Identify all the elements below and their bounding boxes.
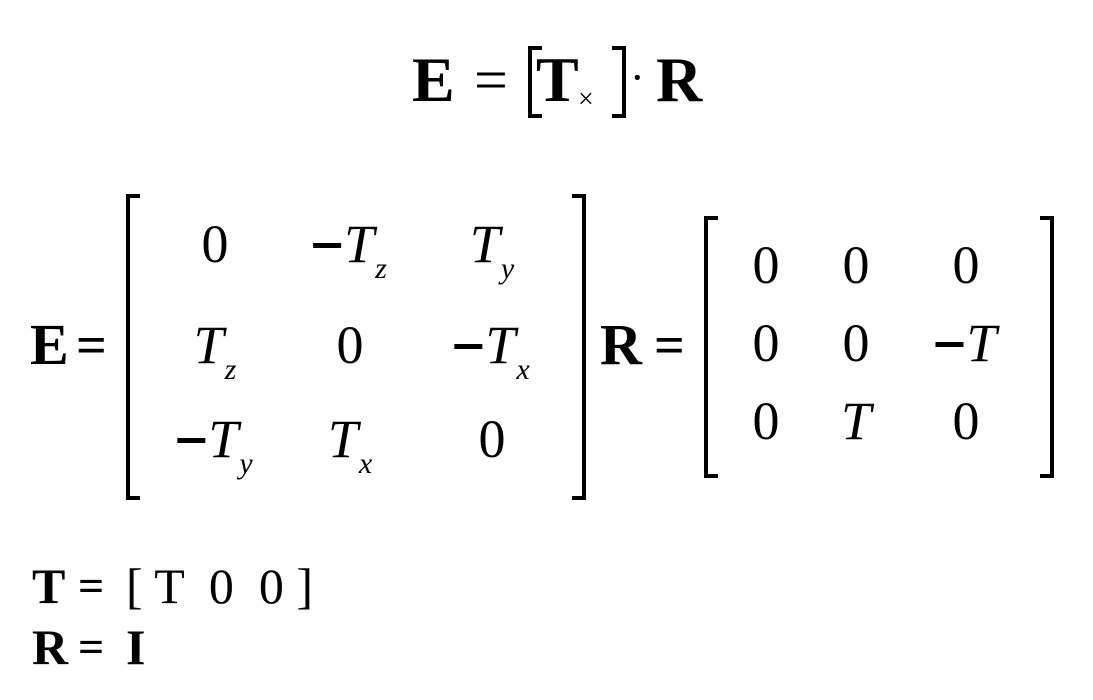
e-matrix-cell-2-0: Ty: [177, 409, 253, 479]
e-matrix-cell-1-2: Tx: [454, 315, 530, 385]
e-matrix-cell-2-1: Tx: [327, 409, 372, 479]
equals-sign: =: [654, 315, 685, 375]
cell-subscript: x: [358, 447, 373, 480]
r-matrix-cell-0-0: 0: [752, 235, 780, 295]
rotation-symbol: R: [656, 44, 703, 115]
equals-sign: =: [78, 621, 105, 672]
e-matrix-cell-1-1: 0: [336, 315, 364, 375]
left-bracket: [126, 194, 140, 500]
cell-base: T: [208, 409, 239, 469]
cell-base: T: [840, 391, 872, 451]
cell-subscript: z: [375, 252, 387, 285]
t-vector: [ T 0 0 ]: [126, 558, 314, 614]
equals-sign: =: [76, 315, 107, 375]
right-bracket: [612, 46, 626, 118]
left-bracket: [704, 216, 718, 478]
minus-sign: [935, 342, 964, 348]
t-label: T: [32, 558, 66, 614]
r-matrix-label: R: [600, 312, 642, 377]
equals-sign: =: [474, 47, 508, 113]
left-bracket: [528, 46, 542, 118]
cell-base: T: [966, 313, 997, 373]
right-bracket: [1040, 216, 1054, 478]
cell-subscript: x: [516, 353, 530, 386]
right-bracket: [572, 194, 586, 500]
minus-sign: [313, 243, 342, 249]
r-matrix-cell-2-2: 0: [952, 391, 980, 451]
e-matrix-cell-0-0: 0: [201, 214, 229, 274]
cell-subscript: z: [224, 353, 237, 386]
equals-sign: =: [78, 560, 105, 611]
e-matrix-cell-0-1: Tz: [313, 214, 387, 284]
cell-base: T: [485, 315, 516, 375]
cell-base: T: [193, 315, 224, 375]
r-matrix-cell-1-1: 0: [842, 313, 870, 373]
identity-symbol: I: [126, 619, 146, 675]
e-matrix-cell-1-0: Tz: [193, 315, 237, 385]
minus-sign: [177, 438, 206, 444]
cell-base: T: [344, 214, 375, 274]
minus-sign: [454, 344, 483, 350]
r-label: R: [32, 619, 69, 675]
dot-operator: ·: [630, 53, 645, 102]
translation-symbol: T: [536, 44, 579, 115]
cell-subscript: y: [500, 252, 515, 285]
r-matrix-cell-2-1: T: [841, 394, 871, 448]
cell-base: T: [469, 214, 500, 274]
r-matrix-cell-1-0: 0: [752, 313, 780, 373]
r-matrix-cell-1-2: T: [935, 313, 997, 373]
r-matrix-cell-2-0: 0: [752, 391, 780, 451]
r-matrix-cell-0-2: 0: [952, 235, 980, 295]
cross-operator: ×: [578, 84, 594, 115]
e-matrix-cell-2-2: 0: [478, 409, 506, 469]
essential-matrix-symbol: E: [412, 44, 455, 115]
e-matrix-label: E: [30, 312, 69, 377]
cell-base: T: [327, 409, 358, 469]
cell-subscript: y: [239, 447, 253, 480]
e-matrix-cell-0-2: Ty: [469, 214, 514, 284]
r-matrix-cell-0-1: 0: [842, 235, 870, 295]
